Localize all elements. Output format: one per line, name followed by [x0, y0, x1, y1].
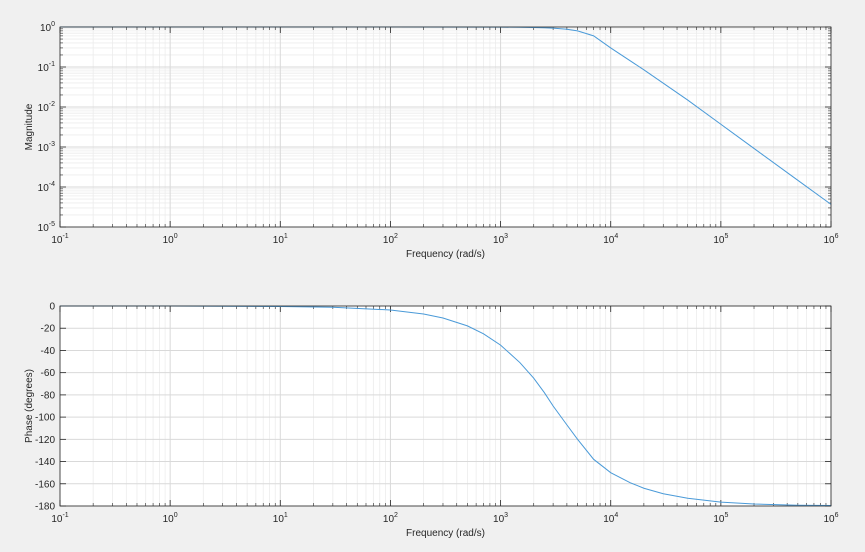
axes-box	[59, 305, 832, 507]
y-tick-label: -40	[41, 346, 56, 357]
axes-box	[59, 26, 832, 228]
x-tick-label: 101	[273, 512, 288, 525]
y-tick-label: -60	[41, 368, 56, 379]
y-tick-label: -20	[41, 324, 56, 335]
tick-marks	[59, 26, 832, 228]
x-tick-label: 103	[493, 512, 508, 525]
grid	[59, 305, 832, 507]
y-tick-label: 10-4	[38, 181, 55, 194]
plot-background	[60, 306, 831, 506]
y-tick-label: -100	[35, 413, 55, 424]
y-tick-label: 10-2	[38, 101, 55, 114]
y-tick-label: 0	[49, 302, 55, 313]
y-tick-label: 10-1	[38, 61, 55, 74]
y-tick-label: -80	[41, 390, 56, 401]
magnitude-plot: 10-1 100 101 102 103 104 105 106 10-5 10-4 10-3 10-…	[24, 21, 839, 260]
x-tick-label: 10-1	[51, 233, 68, 246]
x-tick-label: 10-1	[51, 512, 68, 525]
x-tick-label: 100	[163, 233, 178, 246]
x-tick-label: 102	[383, 233, 398, 246]
plot-background	[60, 27, 831, 227]
x-tick-label: 105	[713, 512, 728, 525]
x-axis-label: Frequency (rad/s)	[406, 249, 485, 260]
y-tick-label: -160	[35, 479, 55, 490]
phase-plot: 10-1 100 101 102 103 104 105 106 -180 -160 -140 -12…	[24, 302, 839, 540]
x-tick-label: 102	[383, 512, 398, 525]
y-axis-label: Magnitude	[24, 103, 35, 150]
x-tick-label: 101	[273, 233, 288, 246]
x-tick-label: 106	[823, 512, 838, 525]
x-tick-label: 105	[713, 233, 728, 246]
x-tick-label: 104	[603, 512, 618, 525]
x-tick-label: 103	[493, 233, 508, 246]
y-axis-label: Phase (degrees)	[24, 369, 35, 443]
y-tick-label: -180	[35, 502, 55, 513]
x-tick-label: 100	[163, 512, 178, 525]
y-tick-label: 10-5	[38, 221, 55, 234]
y-tick-label: -140	[35, 457, 55, 468]
y-tick-label: 10-3	[38, 141, 55, 154]
x-tick-label: 104	[603, 233, 618, 246]
x-tick-label: 106	[823, 233, 838, 246]
y-tick-label: -120	[35, 435, 55, 446]
y-tick-label: 100	[40, 21, 55, 34]
x-axis-label: Frequency (rad/s)	[406, 528, 485, 539]
series-line-0	[60, 305, 832, 507]
